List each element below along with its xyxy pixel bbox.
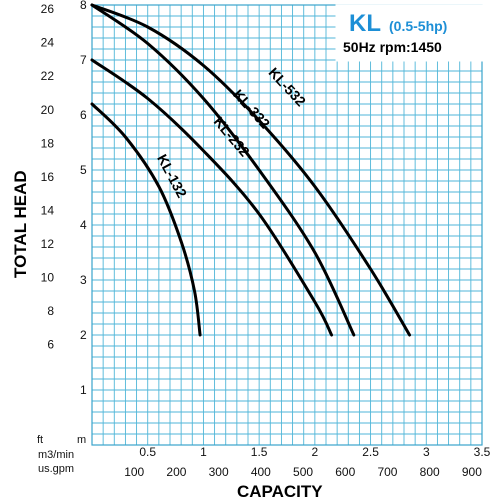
x-tick-gpm: 500 <box>293 465 313 479</box>
y-tick-ft: 16 <box>41 170 55 184</box>
chart-title: KL <box>349 10 381 37</box>
x-tick-m3: 1 <box>200 445 207 459</box>
y-tick-m: 5 <box>80 163 87 177</box>
x-tick-m3: 2 <box>312 445 319 459</box>
y-tick-m: 8 <box>80 0 87 12</box>
y-tick-ft: 14 <box>41 203 55 217</box>
x-unit-primary: m3/min <box>38 449 74 461</box>
x-axis-title: CAPACITY <box>237 482 323 500</box>
pump-curves <box>90 3 412 337</box>
y-tick-m: 7 <box>80 53 87 67</box>
curve-kl-132 <box>90 102 202 337</box>
curve-kl-532 <box>90 3 412 337</box>
x-tick-gpm: 300 <box>209 465 229 479</box>
curve-kl-332 <box>90 3 356 337</box>
plot-frame <box>91 4 483 446</box>
y-tick-ft: 24 <box>41 36 55 50</box>
y-tick-m: 1 <box>80 383 87 397</box>
x-tick-gpm: 700 <box>377 465 397 479</box>
legend-box: KL (0.5-5hp) 50Hz rpm:1450 <box>335 4 485 62</box>
y-tick-m: 6 <box>80 108 87 122</box>
x-tick-gpm: 800 <box>420 465 440 479</box>
x-tick-gpm: 200 <box>166 465 186 479</box>
y-tick-ft: 22 <box>41 69 55 83</box>
chart-subtitle: (0.5-5hp) <box>389 18 447 34</box>
x-tick-gpm: 600 <box>335 465 355 479</box>
x-tick-m3: 1.5 <box>251 445 268 459</box>
x-tick-m3: 0.5 <box>139 445 156 459</box>
x-tick-gpm: 900 <box>462 465 482 479</box>
x-tick-m3: 3 <box>423 445 430 459</box>
y-tick-ft: 20 <box>41 103 55 117</box>
curve-kl-232 <box>90 58 334 337</box>
y-unit-ft: ft <box>37 434 43 446</box>
y-tick-ft: 10 <box>41 270 55 284</box>
y-tick-m: 3 <box>80 273 87 287</box>
y-tick-ft: 8 <box>47 304 54 318</box>
grid <box>91 4 483 446</box>
y-axis-title: TOTAL HEAD <box>11 170 30 278</box>
x-tick-m3: 2.5 <box>362 445 379 459</box>
x-tick-gpm: 400 <box>251 465 271 479</box>
y-unit-m: m <box>77 434 86 446</box>
chart-info: 50Hz rpm:1450 <box>343 39 442 55</box>
y-tick-ft: 12 <box>41 237 55 251</box>
y-tick-ft: 18 <box>41 136 55 150</box>
y-tick-m: 4 <box>80 218 87 232</box>
x-unit-secondary: us.gpm <box>38 463 74 475</box>
x-tick-m3: 3.5 <box>474 445 491 459</box>
x-tick-gpm: 100 <box>124 465 144 479</box>
y-tick-ft: 26 <box>41 2 55 16</box>
y-tick-ft: 6 <box>47 337 54 351</box>
y-tick-m: 2 <box>80 328 87 342</box>
